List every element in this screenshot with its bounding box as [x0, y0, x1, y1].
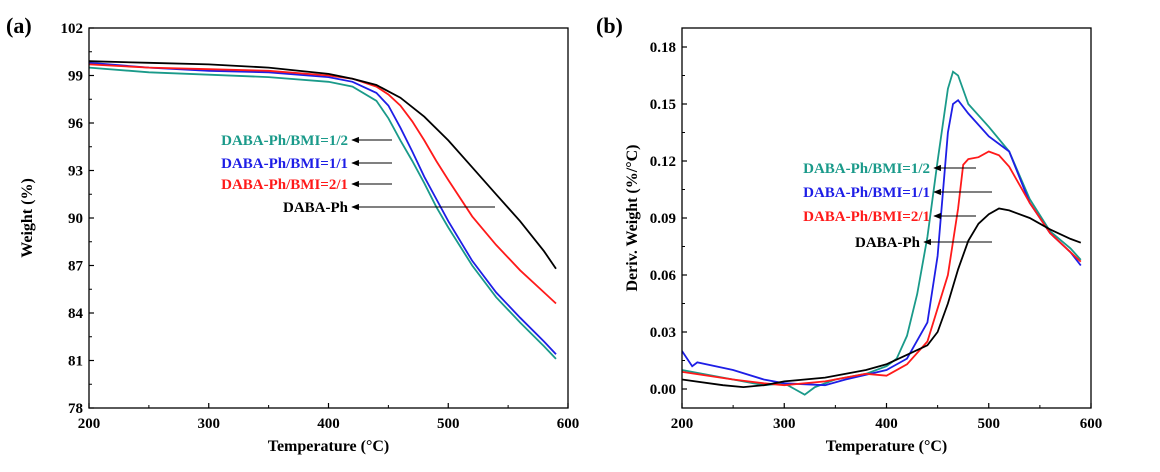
x-tick-label: 200 [78, 416, 101, 432]
legend-label: DABA-Ph [855, 235, 921, 251]
legend-label: DABA-Ph/BMI=2/1 [221, 177, 348, 193]
y-tick-label: 81 [68, 354, 83, 370]
legend-label: DABA-Ph/BMI=1/1 [221, 156, 348, 172]
series-line-3 [682, 207, 1082, 389]
x-tick-label: 300 [773, 416, 796, 432]
x-tick-label: 500 [978, 416, 1001, 432]
panel-a: 200 300 400 500 600 78 81 84 87 90 93 96 99 102 Temper… [6, 13, 579, 455]
y-axis-label: Weight (%) [19, 178, 36, 258]
y-tick-label: 102 [61, 21, 84, 37]
x-tick-label: 200 [671, 416, 694, 432]
series-line-3 [89, 60, 557, 270]
y-tick-label: 90 [68, 211, 83, 227]
series-line-1 [682, 98, 1082, 387]
series-line-0 [682, 70, 1082, 396]
legend-label: DABA-Ph [283, 200, 349, 216]
y-tick-label: 84 [68, 306, 84, 322]
x-tick-label: 300 [198, 416, 221, 432]
series-line-0 [89, 66, 557, 360]
y-tick-label: 0.06 [650, 268, 677, 284]
legend-label: DABA-Ph/BMI=1/1 [803, 185, 930, 201]
y-tick-label: 99 [68, 69, 83, 85]
x-axis-label: Temperature (°C) [826, 438, 947, 455]
plot-frame [88, 27, 569, 409]
legend-label: DABA-Ph/BMI=1/2 [803, 161, 930, 177]
y-tick-label: 0.18 [650, 40, 676, 56]
y-tick-label: 96 [68, 116, 84, 132]
panel-label: (b) [596, 13, 623, 38]
series-line-2 [89, 63, 557, 305]
y-tick-label: 0.03 [650, 325, 676, 341]
x-axis-label: Temperature (°C) [268, 438, 389, 455]
x-tick-label: 600 [1080, 416, 1103, 432]
y-axis-label: Deriv. Weight (%/°C) [624, 145, 641, 292]
panel-label: (a) [6, 13, 32, 38]
legend-label: DABA-Ph/BMI=2/1 [803, 209, 930, 225]
x-tick-label: 600 [557, 416, 580, 432]
y-tick-label: 87 [68, 259, 84, 275]
x-tick-label: 500 [437, 416, 460, 432]
panel-b: 200 300 400 500 600 0.00 0.03 0.06 0.09 0.12 0.15 0… [596, 13, 1102, 455]
legend-label: DABA-Ph/BMI=1/2 [221, 133, 348, 149]
series-line-2 [682, 150, 1082, 387]
x-tick-label: 400 [317, 416, 340, 432]
y-tick-label: 0.00 [650, 382, 676, 398]
y-tick-label: 93 [68, 164, 83, 180]
y-tick-label: 0.12 [650, 154, 676, 170]
x-tick-label: 400 [875, 416, 898, 432]
y-tick-label: 0.15 [650, 97, 676, 113]
series-line-1 [89, 61, 557, 355]
y-tick-label: 78 [68, 401, 83, 417]
y-tick-label: 0.09 [650, 211, 676, 227]
